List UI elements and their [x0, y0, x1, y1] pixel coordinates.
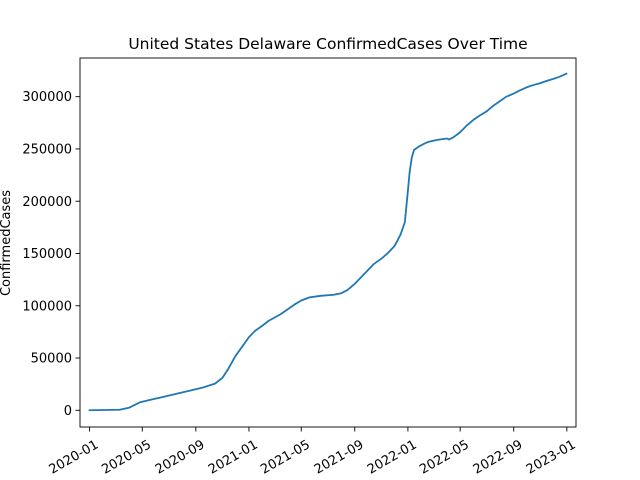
- y-tick-label: 300000: [22, 90, 72, 105]
- y-axis: 0 50000 100000 150000 200000 250000 300000: [22, 90, 80, 419]
- chart-title: United States Delaware ConfirmedCases Ov…: [128, 35, 527, 53]
- y-tick-label: 50000: [31, 352, 72, 367]
- y-tick-label: 0: [64, 404, 72, 419]
- y-axis-label: ConfirmedCases: [0, 190, 14, 296]
- series-line: [88, 72, 568, 412]
- y-tick-label: 100000: [22, 299, 72, 314]
- y-tick-label: 250000: [22, 142, 72, 157]
- axes-frame: [79, 57, 577, 428]
- y-tick-label: 200000: [22, 195, 72, 210]
- plot-area: [79, 57, 577, 428]
- y-tick-label: 150000: [22, 247, 72, 262]
